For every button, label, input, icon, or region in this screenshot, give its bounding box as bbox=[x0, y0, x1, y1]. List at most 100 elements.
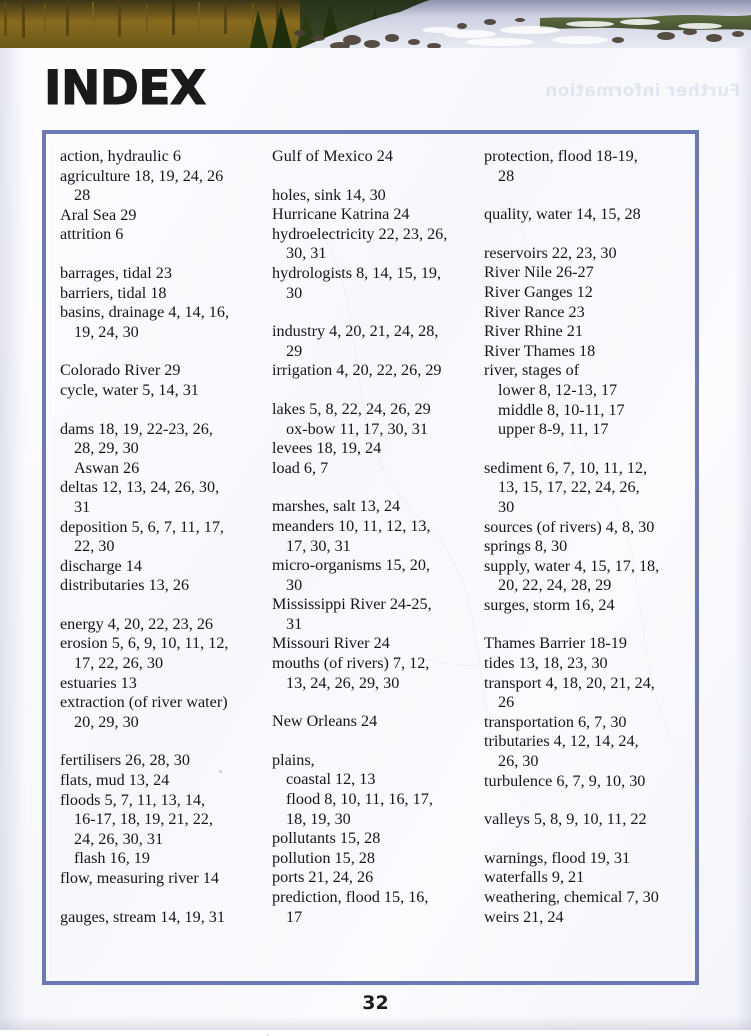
index-entry-continuation: 13, 15, 17, 22, 24, 26, bbox=[498, 478, 640, 497]
index-entry-continuation: 30 bbox=[286, 283, 303, 302]
letter-group-gap bbox=[272, 732, 484, 751]
index-entry-term: surges, storm 16, 24 bbox=[484, 595, 615, 614]
index-entry-term: tributaries 4, 12, 14, 24, bbox=[484, 732, 639, 751]
index-entry-term: pollution 15, 28 bbox=[272, 848, 375, 867]
header-photo-banner bbox=[0, 0, 751, 48]
index-entry: discharge 14 bbox=[60, 557, 272, 577]
index-entry-term: action, hydraulic 6 bbox=[60, 147, 181, 165]
index-entry: industry 4, 20, 21, 24, 28, 29 bbox=[272, 322, 484, 361]
index-entry-term: transport 4, 18, 20, 21, 24, bbox=[484, 673, 655, 692]
index-entry-term: Aral Sea 29 bbox=[60, 205, 137, 224]
index-entry-continuation: 26, 30 bbox=[498, 752, 539, 771]
index-entry: weirs 21, 24 bbox=[484, 908, 696, 928]
index-entry-term: springs 8, 30 bbox=[484, 537, 568, 556]
index-letter-group: barrages, tidal 23 barriers, tidal 18 basi… bbox=[60, 264, 272, 342]
index-entry: meanders 10, 11, 12, 13, 17, 30, 31 bbox=[272, 517, 484, 556]
index-entry-continuation: 17, 30, 31 bbox=[286, 536, 351, 555]
index-entry-continuation: 20, 29, 30 bbox=[74, 712, 139, 731]
index-entry-continuation: 24, 26, 30, 31 bbox=[74, 829, 164, 848]
index-letter-group: quality, water 14, 15, 28 bbox=[484, 205, 696, 225]
page-number: 32 bbox=[362, 992, 389, 1014]
index-entry: load 6, 7 bbox=[272, 459, 484, 479]
index-entry-term: Missouri River 24 bbox=[272, 634, 390, 653]
index-entry-term: basins, drainage 4, 14, 16, bbox=[60, 303, 230, 322]
index-entry-term: barriers, tidal 18 bbox=[60, 283, 167, 302]
index-entry: floods 5, 7, 11, 13, 14, 16-17, 18, 19, 2… bbox=[60, 791, 272, 869]
index-subentry: flood 8, 10, 11, 16, 17, bbox=[286, 790, 433, 809]
letter-group-gap bbox=[272, 167, 484, 186]
index-entry: levees 18, 19, 24 bbox=[272, 439, 484, 459]
index-entry: valleys 5, 8, 9, 10, 11, 22 bbox=[484, 810, 696, 830]
index-entry: springs 8, 30 bbox=[484, 537, 696, 557]
index-entry-term: warnings, flood 19, 31 bbox=[484, 848, 631, 867]
index-entry-term: floods 5, 7, 11, 13, 14, bbox=[60, 790, 206, 809]
index-entry-term: River Ganges 12 bbox=[484, 282, 593, 301]
page-title: INDEX bbox=[43, 61, 206, 116]
index-entry-term: plains, bbox=[272, 750, 315, 769]
index-subentry: upper 8-9, 11, 17 bbox=[498, 420, 609, 439]
gutter-shadow bbox=[0, 48, 26, 1030]
index-subentry: middle 8, 10-11, 17 bbox=[498, 400, 625, 419]
index-entry-term: attrition 6 bbox=[60, 225, 124, 244]
index-letter-group: warnings, flood 19, 31 waterfalls 9, 21 we… bbox=[484, 849, 696, 927]
index-entry: distributaries 13, 26 bbox=[60, 576, 272, 596]
index-entry-term: sources (of rivers) 4, 8, 30 bbox=[484, 517, 655, 536]
index-entry: attrition 6 bbox=[60, 225, 272, 245]
index-entry-continuation: 28, 29, 30 bbox=[74, 439, 139, 458]
index-entry-term: River Rhine 21 bbox=[484, 322, 583, 341]
letter-group-gap bbox=[272, 381, 484, 400]
index-entry: Thames Barrier 18-19 bbox=[484, 634, 696, 654]
index-entry: plains, coastal 12, 13 flood 8, 10, 11, 16… bbox=[272, 751, 484, 829]
index-entry-term: cycle, water 5, 14, 31 bbox=[60, 380, 199, 399]
index-entry-term: turbulence 6, 7, 9, 10, 30 bbox=[484, 771, 646, 790]
bleed-through-text: Further information bbox=[545, 81, 741, 101]
index-subentry: 18, 19, 30 bbox=[286, 809, 351, 828]
index-entry-term: meanders 10, 11, 12, 13, bbox=[272, 516, 431, 535]
index-letter-group: fertilisers 26, 28, 30 flats, mud 13, 24 f… bbox=[60, 751, 272, 888]
index-entry-continuation: 26 bbox=[498, 693, 515, 712]
index-entry-term: flats, mud 13, 24 bbox=[60, 771, 170, 790]
index-entry: mouths (of rivers) 7, 12, 13, 24, 26, 29,… bbox=[272, 654, 484, 693]
letter-group-gap bbox=[272, 303, 484, 322]
index-entry: extraction (of river water) 20, 29, 30 bbox=[60, 693, 272, 732]
index-entry: flow, measuring river 14 bbox=[60, 869, 272, 889]
index-entry-term: New Orleans 24 bbox=[272, 712, 378, 731]
letter-group-gap bbox=[484, 791, 696, 810]
index-letter-group: Gulf of Mexico 24 bbox=[272, 147, 484, 167]
index-entry-term: valleys 5, 8, 9, 10, 11, 22 bbox=[484, 810, 647, 829]
index-entry-term: waterfalls 9, 21 bbox=[484, 868, 585, 887]
index-entry: lakes 5, 8, 22, 24, 26, 29 ox-bow 11, 17,… bbox=[272, 400, 484, 439]
index-entry: transportation 6, 7, 30 bbox=[484, 713, 696, 733]
index-entry-term: distributaries 13, 26 bbox=[60, 576, 190, 595]
index-letter-group: valleys 5, 8, 9, 10, 11, 22 bbox=[484, 810, 696, 830]
index-entry: surges, storm 16, 24 bbox=[484, 596, 696, 616]
index-letter-group: Thames Barrier 18-19 tides 13, 18, 23, 30… bbox=[484, 634, 696, 791]
index-entry: tributaries 4, 12, 14, 24, 26, 30 bbox=[484, 732, 696, 771]
index-entry-term: River Rance 23 bbox=[484, 302, 585, 321]
index-entry-term: agriculture 18, 19, 24, 26 bbox=[60, 166, 224, 185]
index-entry: Mississippi River 24-25, 31 bbox=[272, 595, 484, 634]
index-letter-group: industry 4, 20, 21, 24, 28, 29 irrigation … bbox=[272, 322, 484, 381]
index-entry-term: gauges, stream 14, 19, 31 bbox=[60, 907, 225, 926]
index-letter-group: action, hydraulic 6 agriculture 18, 19, 2… bbox=[60, 147, 272, 245]
index-entry: River Ganges 12 bbox=[484, 283, 696, 303]
index-entry: sources (of rivers) 4, 8, 30 bbox=[484, 518, 696, 538]
index-entry-continuation: 17 bbox=[286, 907, 303, 926]
index-entry-continuation: 22, 30 bbox=[74, 537, 115, 556]
index-entry-term: deposition 5, 6, 7, 11, 17, bbox=[60, 517, 224, 536]
letter-group-gap bbox=[272, 693, 484, 712]
index-letter-group: gauges, stream 14, 19, 31 bbox=[60, 908, 272, 928]
index-entry: irrigation 4, 20, 22, 26, 29 bbox=[272, 361, 484, 381]
index-entry-term: river, stages of bbox=[484, 361, 580, 380]
index-entry-term: micro-organisms 15, 20, bbox=[272, 556, 430, 575]
letter-group-gap bbox=[484, 440, 696, 459]
index-entry-continuation: 31 bbox=[74, 497, 91, 516]
column-1: action, hydraulic 6 agriculture 18, 19, 2… bbox=[60, 147, 272, 927]
index-entry: holes, sink 14, 30 bbox=[272, 186, 484, 206]
index-entry: Missouri River 24 bbox=[272, 634, 484, 654]
index-entry: waterfalls 9, 21 bbox=[484, 868, 696, 888]
index-entry-term: deltas 12, 13, 24, 26, 30, bbox=[60, 478, 220, 497]
index-letter-group: holes, sink 14, 30 Hurricane Katrina 24 hy… bbox=[272, 186, 484, 304]
index-entry-term: supply, water 4, 15, 17, 18, bbox=[484, 556, 660, 575]
index-entry: dams 18, 19, 22-23, 26, 28, 29, 30 Aswan 2… bbox=[60, 420, 272, 479]
